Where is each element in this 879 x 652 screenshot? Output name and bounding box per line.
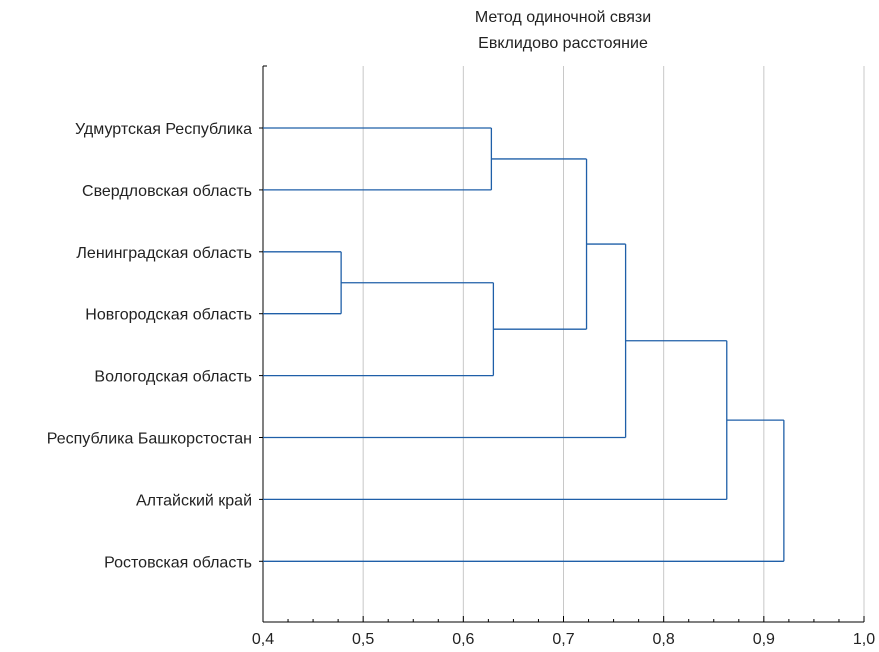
chart-subtitle: Евклидово расстояние: [478, 35, 648, 52]
x-tick-label: 0,8: [653, 631, 675, 648]
leaf-label: Вологодская область: [94, 369, 252, 386]
x-tick-label: 0,9: [753, 631, 775, 648]
x-tick-label: 0,5: [352, 631, 374, 648]
x-tick-label: 0,6: [452, 631, 474, 648]
leaf-label: Ростовская область: [104, 554, 252, 571]
x-tick-label: 0,7: [552, 631, 574, 648]
leaf-label: Свердловская область: [82, 183, 252, 200]
leaf-label: Удмуртская Республика: [75, 121, 252, 138]
leaf-label: Алтайский край: [136, 492, 252, 509]
x-tick-label: 1,0: [853, 631, 875, 648]
chart-title: Метод одиночной связи: [474, 9, 652, 26]
leaf-label: Республика Башкорстостан: [47, 431, 252, 448]
x-tick-label: 0,4: [252, 631, 274, 648]
leaf-label: Ленинградская область: [76, 245, 252, 262]
leaf-label: Новгородская область: [85, 307, 252, 324]
